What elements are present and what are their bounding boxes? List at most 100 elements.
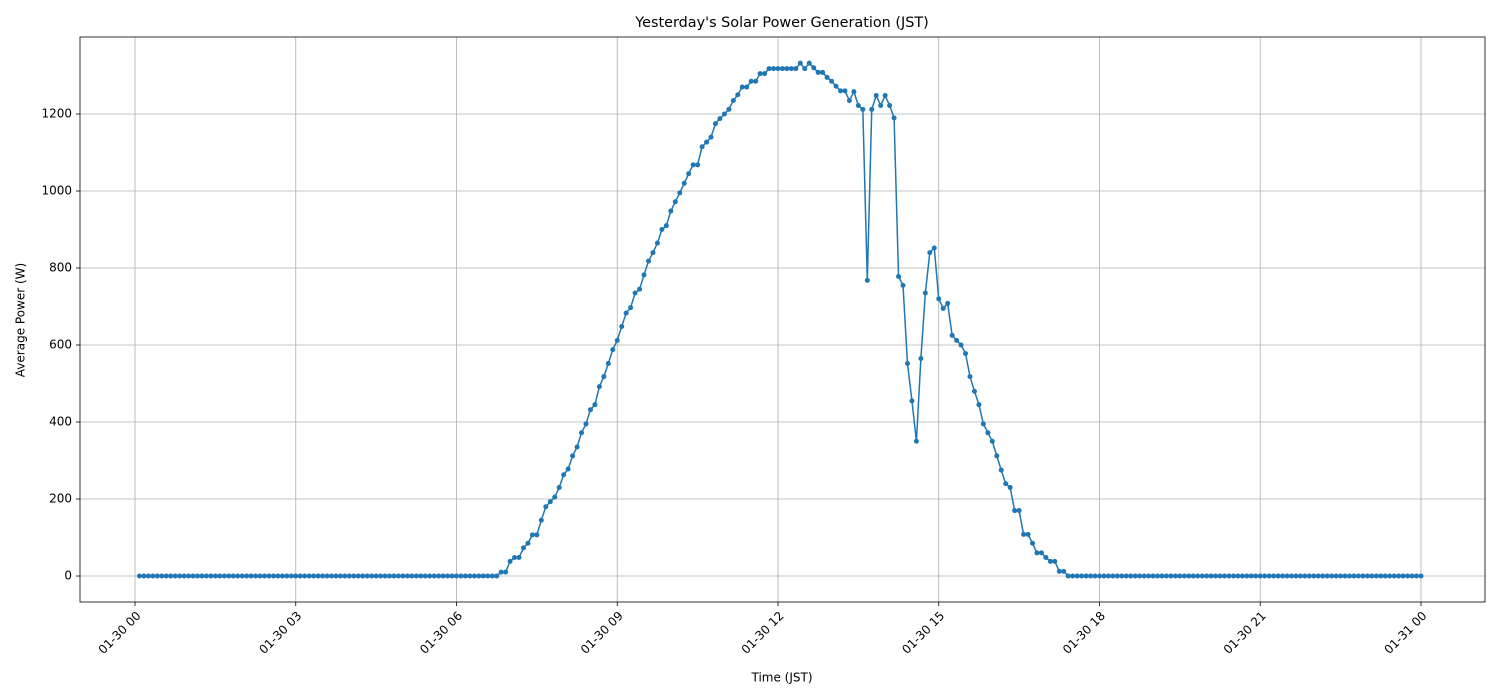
data-point [820, 69, 826, 75]
data-point [543, 504, 549, 510]
data-point [1302, 573, 1308, 579]
data-point [1168, 573, 1174, 579]
data-point [422, 573, 428, 579]
data-point [217, 573, 223, 579]
data-point [918, 355, 924, 361]
data-point [436, 573, 442, 579]
data-point [159, 573, 165, 579]
data-point [485, 573, 491, 579]
data-point [1329, 573, 1335, 579]
data-point [239, 573, 245, 579]
data-point [400, 573, 406, 579]
data-point [418, 573, 424, 579]
data-point [860, 106, 866, 112]
data-point [1355, 573, 1361, 579]
data-point [1382, 573, 1388, 579]
data-point [1235, 573, 1241, 579]
data-point [1333, 573, 1339, 579]
data-point [498, 569, 504, 575]
data-point [190, 573, 196, 579]
data-point [1177, 573, 1183, 579]
data-point [811, 65, 817, 71]
data-point [587, 407, 593, 413]
data-point [1070, 573, 1076, 579]
data-point [337, 573, 343, 579]
data-point [154, 573, 160, 579]
data-point [1400, 573, 1406, 579]
data-point [369, 573, 375, 579]
data-point [1262, 573, 1268, 579]
data-point [998, 467, 1004, 473]
data-point [1391, 573, 1397, 579]
data-point [712, 121, 718, 127]
data-point [489, 573, 495, 579]
data-point [663, 223, 669, 229]
data-point [704, 139, 710, 145]
data-point [1396, 573, 1402, 579]
data-point [302, 573, 308, 579]
data-point [409, 573, 415, 579]
data-point [449, 573, 455, 579]
data-point [244, 573, 250, 579]
data-point [1065, 573, 1071, 579]
data-point [1248, 573, 1254, 579]
data-point [1021, 531, 1027, 537]
data-point [851, 89, 857, 95]
data-point [230, 573, 236, 579]
data-point [534, 532, 540, 538]
data-point [958, 342, 964, 348]
data-point [1208, 573, 1214, 579]
data-point [628, 305, 634, 311]
data-point [878, 103, 884, 109]
data-point [1101, 573, 1107, 579]
data-point [730, 98, 736, 104]
y-tick-label: 200 [49, 492, 72, 506]
data-point [1043, 555, 1049, 561]
data-point [1342, 573, 1348, 579]
data-point [610, 347, 616, 353]
data-point [744, 84, 750, 90]
data-point [266, 573, 272, 579]
data-point [1016, 508, 1022, 514]
data-point [1280, 573, 1286, 579]
data-point [949, 332, 955, 338]
data-point [887, 103, 893, 109]
data-point [1056, 568, 1062, 574]
data-point [1320, 573, 1326, 579]
data-point [454, 573, 460, 579]
data-point [1007, 484, 1013, 490]
data-point [646, 258, 652, 264]
data-point [351, 573, 357, 579]
data-point [333, 573, 339, 579]
data-point [1012, 508, 1018, 514]
data-point [654, 240, 660, 246]
data-point [1213, 573, 1219, 579]
data-point [480, 573, 486, 579]
data-point [520, 545, 526, 551]
data-point [681, 180, 687, 186]
data-point [909, 398, 915, 404]
data-point [136, 573, 142, 579]
data-point [346, 573, 352, 579]
data-point [1172, 573, 1178, 579]
data-point [1369, 573, 1375, 579]
data-point [900, 282, 906, 288]
data-point [1230, 573, 1236, 579]
data-point [1123, 573, 1129, 579]
data-point [989, 438, 995, 444]
data-point [1297, 573, 1303, 579]
data-point [538, 517, 544, 523]
data-point [529, 532, 535, 538]
data-point [342, 573, 348, 579]
data-point [659, 227, 665, 233]
data-point [1114, 573, 1120, 579]
data-point [1293, 573, 1299, 579]
data-point [963, 350, 969, 356]
data-point [931, 245, 937, 251]
data-point [324, 573, 330, 579]
data-point [261, 573, 267, 579]
data-point [1257, 573, 1263, 579]
data-point [824, 74, 830, 80]
data-point [927, 250, 933, 256]
